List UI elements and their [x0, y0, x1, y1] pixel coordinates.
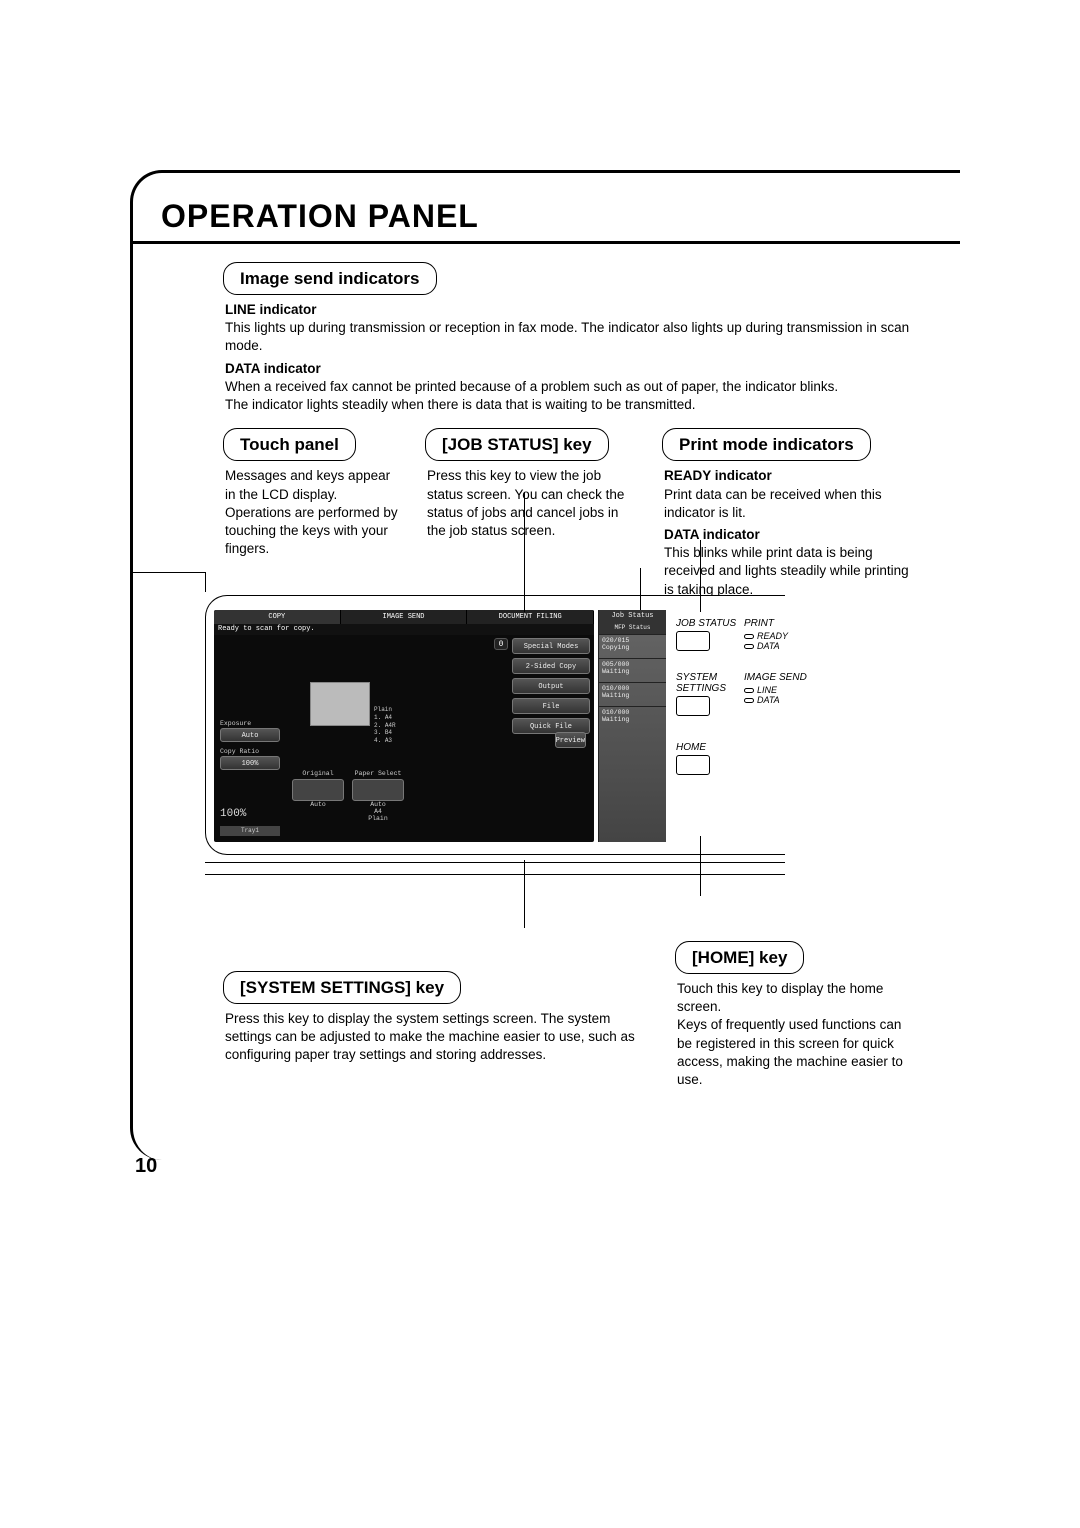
system-settings-title: [SYSTEM SETTINGS] key: [223, 971, 461, 1004]
counter-zero: 0: [494, 638, 508, 650]
connector-line: [205, 874, 785, 875]
paper-auto: Auto: [352, 801, 404, 808]
tray-button[interactable]: Tray1: [220, 826, 280, 836]
title-rule: [133, 241, 960, 244]
device-illustration: [310, 682, 370, 726]
lcd-screen: COPY IMAGE SEND DOCUMENT FILING Ready to…: [214, 610, 594, 842]
status-row-1: 020/015Copying: [599, 634, 666, 658]
exposure-label: Exposure: [220, 720, 280, 727]
original-button[interactable]: [292, 779, 344, 801]
connector-line: [524, 860, 525, 928]
send-data-label: DATA: [757, 695, 780, 705]
data-indicator-head: DATA indicator: [225, 360, 940, 378]
status-row-2: 005/000Waiting: [599, 658, 666, 682]
settings-label: SETTINGS: [676, 683, 726, 694]
line-led: [744, 688, 754, 693]
image-send-title: Image send indicators: [223, 262, 437, 295]
connector-line: [640, 568, 641, 610]
ready-indicator-head: READY indicator: [664, 467, 922, 485]
connector-line: [130, 572, 206, 573]
preview-button[interactable]: Preview: [555, 732, 586, 748]
home-title: [HOME] key: [675, 941, 804, 974]
line-indicator-body: This lights up during transmission or re…: [225, 319, 940, 355]
image-send-label: IMAGE SEND: [744, 672, 807, 683]
system-settings-callout: [SYSTEM SETTINGS] key Press this key to …: [223, 971, 653, 1089]
paper-plain-sel: Plain: [352, 815, 404, 822]
touch-panel-title: Touch panel: [223, 428, 356, 461]
two-sided-copy-button[interactable]: 2-Sided Copy: [512, 658, 590, 674]
page-title: OPERATION PANEL: [161, 198, 960, 235]
data-indicator-body1: When a received fax cannot be printed be…: [225, 378, 940, 396]
ready-label: READY: [757, 631, 788, 641]
line-indicator-head: LINE indicator: [225, 301, 940, 319]
paper-b4: B4: [385, 729, 392, 736]
paper-list: Plain 1. A4 2. A4R 3. B4 4. A3: [374, 706, 396, 745]
job-status-body: Press this key to view the job status sc…: [427, 467, 640, 540]
row-bottom-callouts: [SYSTEM SETTINGS] key Press this key to …: [223, 971, 905, 1089]
line-label: LINE: [757, 685, 777, 695]
home-body2: Keys of frequently used functions can be…: [677, 1016, 905, 1089]
ready-indicator-body: Print data can be received when this ind…: [664, 486, 922, 522]
exposure-auto-button[interactable]: Auto: [220, 728, 280, 742]
ready-led: [744, 634, 754, 639]
tab-document-filing[interactable]: DOCUMENT FILING: [467, 610, 594, 624]
side-job-status[interactable]: Job Status: [599, 610, 666, 622]
row-three-callouts: Touch panel Messages and keys appear in …: [223, 428, 960, 599]
physical-keys: JOB STATUS PRINT READY DATA SYSTEM SETTI…: [676, 610, 816, 842]
home-key[interactable]: [676, 755, 710, 775]
connector-line: [700, 540, 701, 612]
tab-image-send[interactable]: IMAGE SEND: [341, 610, 468, 624]
status-row-4: 010/000Waiting: [599, 706, 666, 730]
connector-line: [205, 572, 206, 592]
tab-copy[interactable]: COPY: [214, 610, 341, 624]
print-data-body: This blinks while print data is being re…: [664, 544, 922, 599]
copy-ratio-button[interactable]: 100%: [220, 756, 280, 770]
touch-panel-body2: Operations are performed by touching the…: [225, 504, 403, 559]
section-image-send: Image send indicators LINE indicator Thi…: [223, 262, 960, 414]
print-mode-callout: Print mode indicators READY indicator Pr…: [662, 428, 922, 599]
file-button[interactable]: File: [512, 698, 590, 714]
system-settings-key[interactable]: [676, 696, 710, 716]
operation-panel-graphic: COPY IMAGE SEND DOCUMENT FILING Ready to…: [205, 595, 785, 855]
paper-select-button[interactable]: [352, 779, 404, 801]
data-indicator-body2: The indicator lights steadily when there…: [225, 396, 940, 414]
original-auto: Auto: [292, 801, 344, 808]
job-status-callout: [JOB STATUS] key Press this key to view …: [425, 428, 640, 599]
output-button[interactable]: Output: [512, 678, 590, 694]
system-settings-body: Press this key to display the system set…: [225, 1010, 653, 1065]
print-data-led: [744, 644, 754, 649]
paper-a4-sel: A4: [352, 808, 404, 815]
status-row-3: 010/000Waiting: [599, 682, 666, 706]
ratio-display: 100%: [220, 808, 246, 820]
copy-ratio-label: Copy Ratio: [220, 748, 280, 755]
print-label: PRINT: [744, 618, 788, 629]
print-data-head: DATA indicator: [664, 526, 922, 544]
home-key-label: HOME: [676, 742, 710, 753]
paper-a3: A3: [385, 737, 392, 744]
connector-line: [700, 836, 701, 896]
job-status-key-label: JOB STATUS: [676, 618, 736, 629]
job-status-key[interactable]: [676, 631, 710, 651]
home-callout: [HOME] key Touch this key to display the…: [675, 941, 905, 1089]
paper-a4r: A4R: [385, 722, 396, 729]
touch-panel-body1: Messages and keys appear in the LCD disp…: [225, 467, 403, 503]
side-mfp-status[interactable]: MFP Status: [599, 622, 666, 634]
send-data-led: [744, 698, 754, 703]
paper-select-label: Paper Select: [352, 770, 404, 777]
status-bar: Ready to scan for copy.: [214, 624, 594, 635]
side-status-panel: Job Status MFP Status 020/015Copying 005…: [598, 610, 666, 842]
page-number: 10: [135, 1155, 157, 1178]
print-data-label: DATA: [757, 641, 780, 651]
touch-panel-callout: Touch panel Messages and keys appear in …: [223, 428, 403, 599]
special-modes-button[interactable]: Special Modes: [512, 638, 590, 654]
job-status-title: [JOB STATUS] key: [425, 428, 609, 461]
print-mode-title: Print mode indicators: [662, 428, 871, 461]
system-label: SYSTEM: [676, 672, 726, 683]
home-body1: Touch this key to display the home scree…: [677, 980, 905, 1016]
paper-a4: A4: [385, 714, 392, 721]
paper-plain-label: Plain: [374, 706, 396, 714]
original-label: Original: [292, 770, 344, 777]
connector-line: [205, 862, 785, 863]
connector-line: [524, 492, 525, 612]
